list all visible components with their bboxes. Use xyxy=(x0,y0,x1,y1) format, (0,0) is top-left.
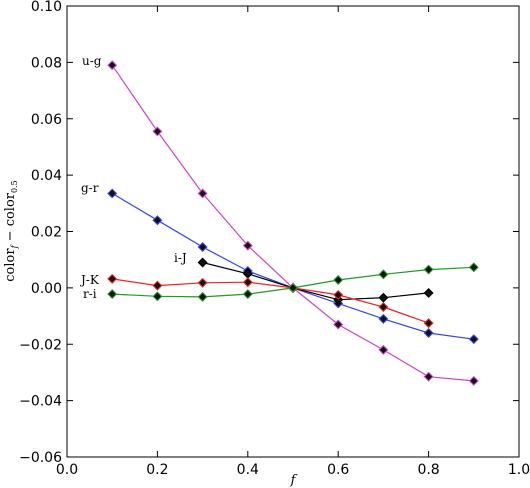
plot-area xyxy=(66,5,520,458)
data-point-r-i xyxy=(107,289,118,300)
data-point-r-i xyxy=(242,289,253,300)
series-label-g-r: g-r xyxy=(81,181,99,195)
y-tick-label: −0.02 xyxy=(19,337,62,353)
data-point-u-g xyxy=(423,371,434,382)
x-tick-label: 1.0 xyxy=(508,462,530,478)
data-point-r-i xyxy=(423,264,434,275)
data-point-J-K xyxy=(333,289,344,300)
y-tick-label: 0.04 xyxy=(31,168,62,184)
data-point-g-r xyxy=(197,242,208,252)
data-point-r-i xyxy=(468,262,479,273)
data-point-u-g xyxy=(378,344,389,355)
y-tick-label: −0.04 xyxy=(19,394,62,410)
series-markers xyxy=(107,60,479,386)
y-tick-label: −0.06 xyxy=(19,450,62,466)
data-point-J-K xyxy=(242,277,253,288)
x-tick-label: 0.0 xyxy=(56,462,78,478)
y-tick-label: 0.06 xyxy=(31,112,62,128)
data-point-u-g xyxy=(107,60,118,71)
data-point-J-K xyxy=(423,318,434,329)
y-tick-label: 0.02 xyxy=(31,225,62,241)
x-tick-label: 0.8 xyxy=(417,462,439,478)
y-axis-label-base: color xyxy=(3,248,18,282)
y-tick-label: 0.00 xyxy=(31,281,62,297)
data-point-g-r xyxy=(468,334,479,345)
y-tick-label: 0.10 xyxy=(31,0,62,15)
y-axis-label: colorf − color0.5 xyxy=(3,180,19,281)
data-point-u-g xyxy=(242,240,253,251)
y-axis-label-sub1: f xyxy=(10,243,19,249)
data-point-J-K xyxy=(378,302,389,313)
series-label-i-J: i-J xyxy=(174,251,187,265)
data-point-r-i xyxy=(378,269,389,280)
ticks: 0.0 0.2 0.4 0.6 0.8 1.0 −0.06 −0.04 −0.02 0.00 0.0… xyxy=(19,0,530,478)
x-axis-label: f xyxy=(290,473,298,488)
data-point-i-J xyxy=(197,257,208,268)
data-point-g-r xyxy=(423,327,434,338)
data-point-u-g xyxy=(197,188,208,199)
series-labels: u-g g-r i-J J-Kr-i xyxy=(79,54,187,301)
x-tick-label: 0.2 xyxy=(146,462,168,478)
series-label-J-K: J-K xyxy=(79,273,100,287)
data-point-r-i xyxy=(288,282,298,293)
data-point-r-i xyxy=(333,275,344,285)
data-point-J-K xyxy=(107,273,118,284)
x-tick-label: 0.4 xyxy=(237,462,259,478)
series-line-J-K xyxy=(112,278,429,324)
data-point-g-r xyxy=(378,313,389,324)
data-point-g-r xyxy=(107,188,118,199)
series-line-i-J xyxy=(202,261,429,301)
data-point-g-r xyxy=(152,215,163,226)
data-point-u-g xyxy=(152,126,163,137)
data-point-i-J xyxy=(378,292,389,303)
y-axis-label-sub2: 0.5 xyxy=(10,180,19,193)
y-axis-label-mid: − color xyxy=(3,192,18,245)
data-point-J-K xyxy=(197,277,208,288)
data-point-u-g xyxy=(468,375,479,386)
data-point-u-g xyxy=(333,319,344,330)
series-label-u-g: u-g xyxy=(82,54,102,68)
data-point-J-K xyxy=(152,280,163,291)
data-point-r-i xyxy=(197,291,208,302)
data-point-r-i xyxy=(152,291,163,302)
series-label-r-i: r-i xyxy=(83,287,97,301)
data-point-i-J xyxy=(423,287,434,298)
x-tick-label: 0.6 xyxy=(327,462,349,478)
y-tick-label: 0.08 xyxy=(31,55,62,71)
